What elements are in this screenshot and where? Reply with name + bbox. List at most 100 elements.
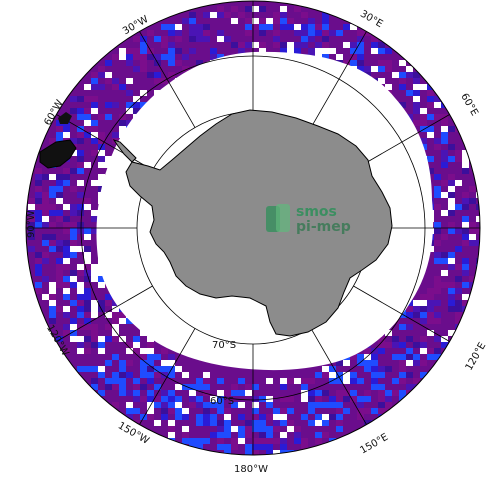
data-pixel: [336, 360, 343, 366]
data-pixel: [476, 204, 480, 210]
data-pixel: [28, 228, 35, 234]
data-pixel: [441, 234, 448, 240]
data-pixel: [119, 384, 126, 390]
data-pixel: [245, 420, 252, 426]
data-pixel: [301, 30, 308, 36]
data-pixel: [77, 264, 84, 270]
data-pixel: [84, 234, 91, 240]
data-pixel: [35, 216, 42, 222]
data-pixel: [434, 240, 441, 246]
data-pixel: [126, 390, 133, 396]
data-pixel: [84, 258, 91, 264]
data-pixel: [441, 354, 448, 360]
data-pixel: [189, 48, 196, 54]
data-pixel: [70, 204, 77, 210]
data-pixel: [56, 264, 63, 270]
data-pixel: [252, 402, 259, 408]
data-pixel: [462, 270, 469, 276]
data-pixel: [399, 378, 406, 384]
data-pixel: [252, 408, 259, 414]
data-pixel: [77, 114, 84, 120]
data-pixel: [70, 168, 77, 174]
data-pixel: [154, 54, 161, 60]
data-pixel: [91, 306, 98, 312]
data-pixel: [427, 300, 434, 306]
data-pixel: [63, 216, 70, 222]
data-pixel: [434, 192, 441, 198]
data-pixel: [161, 402, 168, 408]
data-pixel: [406, 90, 413, 96]
data-pixel: [203, 438, 210, 444]
data-pixel: [224, 426, 231, 432]
data-pixel: [42, 222, 49, 228]
data-pixel: [287, 378, 294, 384]
data-pixel: [231, 18, 238, 24]
data-pixel: [126, 342, 133, 348]
data-pixel: [448, 300, 455, 306]
data-pixel: [70, 234, 77, 240]
data-pixel: [315, 420, 322, 426]
data-pixel: [427, 294, 434, 300]
data-pixel: [147, 30, 154, 36]
data-pixel: [224, 12, 231, 18]
data-pixel: [238, 402, 245, 408]
data-pixel: [343, 42, 350, 48]
data-pixel: [252, 42, 259, 48]
data-pixel: [84, 336, 91, 342]
data-pixel: [84, 162, 91, 168]
data-pixel: [126, 48, 133, 54]
data-pixel: [406, 372, 413, 378]
data-pixel: [420, 120, 427, 126]
data-pixel: [427, 312, 434, 318]
data-pixel: [182, 432, 189, 438]
data-pixel: [266, 414, 273, 420]
data-pixel: [203, 384, 210, 390]
data-pixel: [385, 84, 392, 90]
data-pixel: [126, 102, 133, 108]
data-pixel: [91, 228, 98, 234]
data-pixel: [413, 90, 420, 96]
data-pixel: [259, 426, 266, 432]
data-pixel: [266, 444, 273, 450]
lat-label-70s: 70°S: [212, 340, 236, 351]
data-pixel: [147, 348, 154, 354]
data-pixel: [126, 402, 133, 408]
data-pixel: [91, 342, 98, 348]
data-pixel: [91, 132, 98, 138]
data-pixel: [294, 48, 301, 54]
data-pixel: [168, 60, 175, 66]
data-pixel: [112, 132, 119, 138]
data-pixel: [217, 6, 224, 12]
data-pixel: [441, 126, 448, 132]
data-pixel: [70, 108, 77, 114]
data-pixel: [98, 336, 105, 342]
data-pixel: [168, 372, 175, 378]
data-pixel: [147, 414, 154, 420]
data-pixel: [189, 30, 196, 36]
data-pixel: [357, 414, 364, 420]
data-pixel: [210, 54, 217, 60]
data-pixel: [63, 168, 70, 174]
data-pixel: [133, 66, 140, 72]
data-pixel: [378, 384, 385, 390]
data-pixel: [70, 228, 77, 234]
data-pixel: [105, 378, 112, 384]
data-pixel: [329, 48, 336, 54]
data-pixel: [203, 414, 210, 420]
data-pixel: [112, 84, 119, 90]
data-pixel: [63, 132, 70, 138]
data-pixel: [455, 264, 462, 270]
data-pixel: [98, 138, 105, 144]
data-pixel: [455, 306, 462, 312]
data-pixel: [49, 186, 56, 192]
data-pixel: [301, 384, 308, 390]
data-pixel: [462, 234, 469, 240]
data-pixel: [266, 18, 273, 24]
data-pixel: [49, 300, 56, 306]
data-pixel: [63, 174, 70, 180]
data-pixel: [147, 372, 154, 378]
data-pixel: [35, 282, 42, 288]
data-pixel: [154, 396, 161, 402]
data-pixel: [49, 306, 56, 312]
data-pixel: [448, 210, 455, 216]
